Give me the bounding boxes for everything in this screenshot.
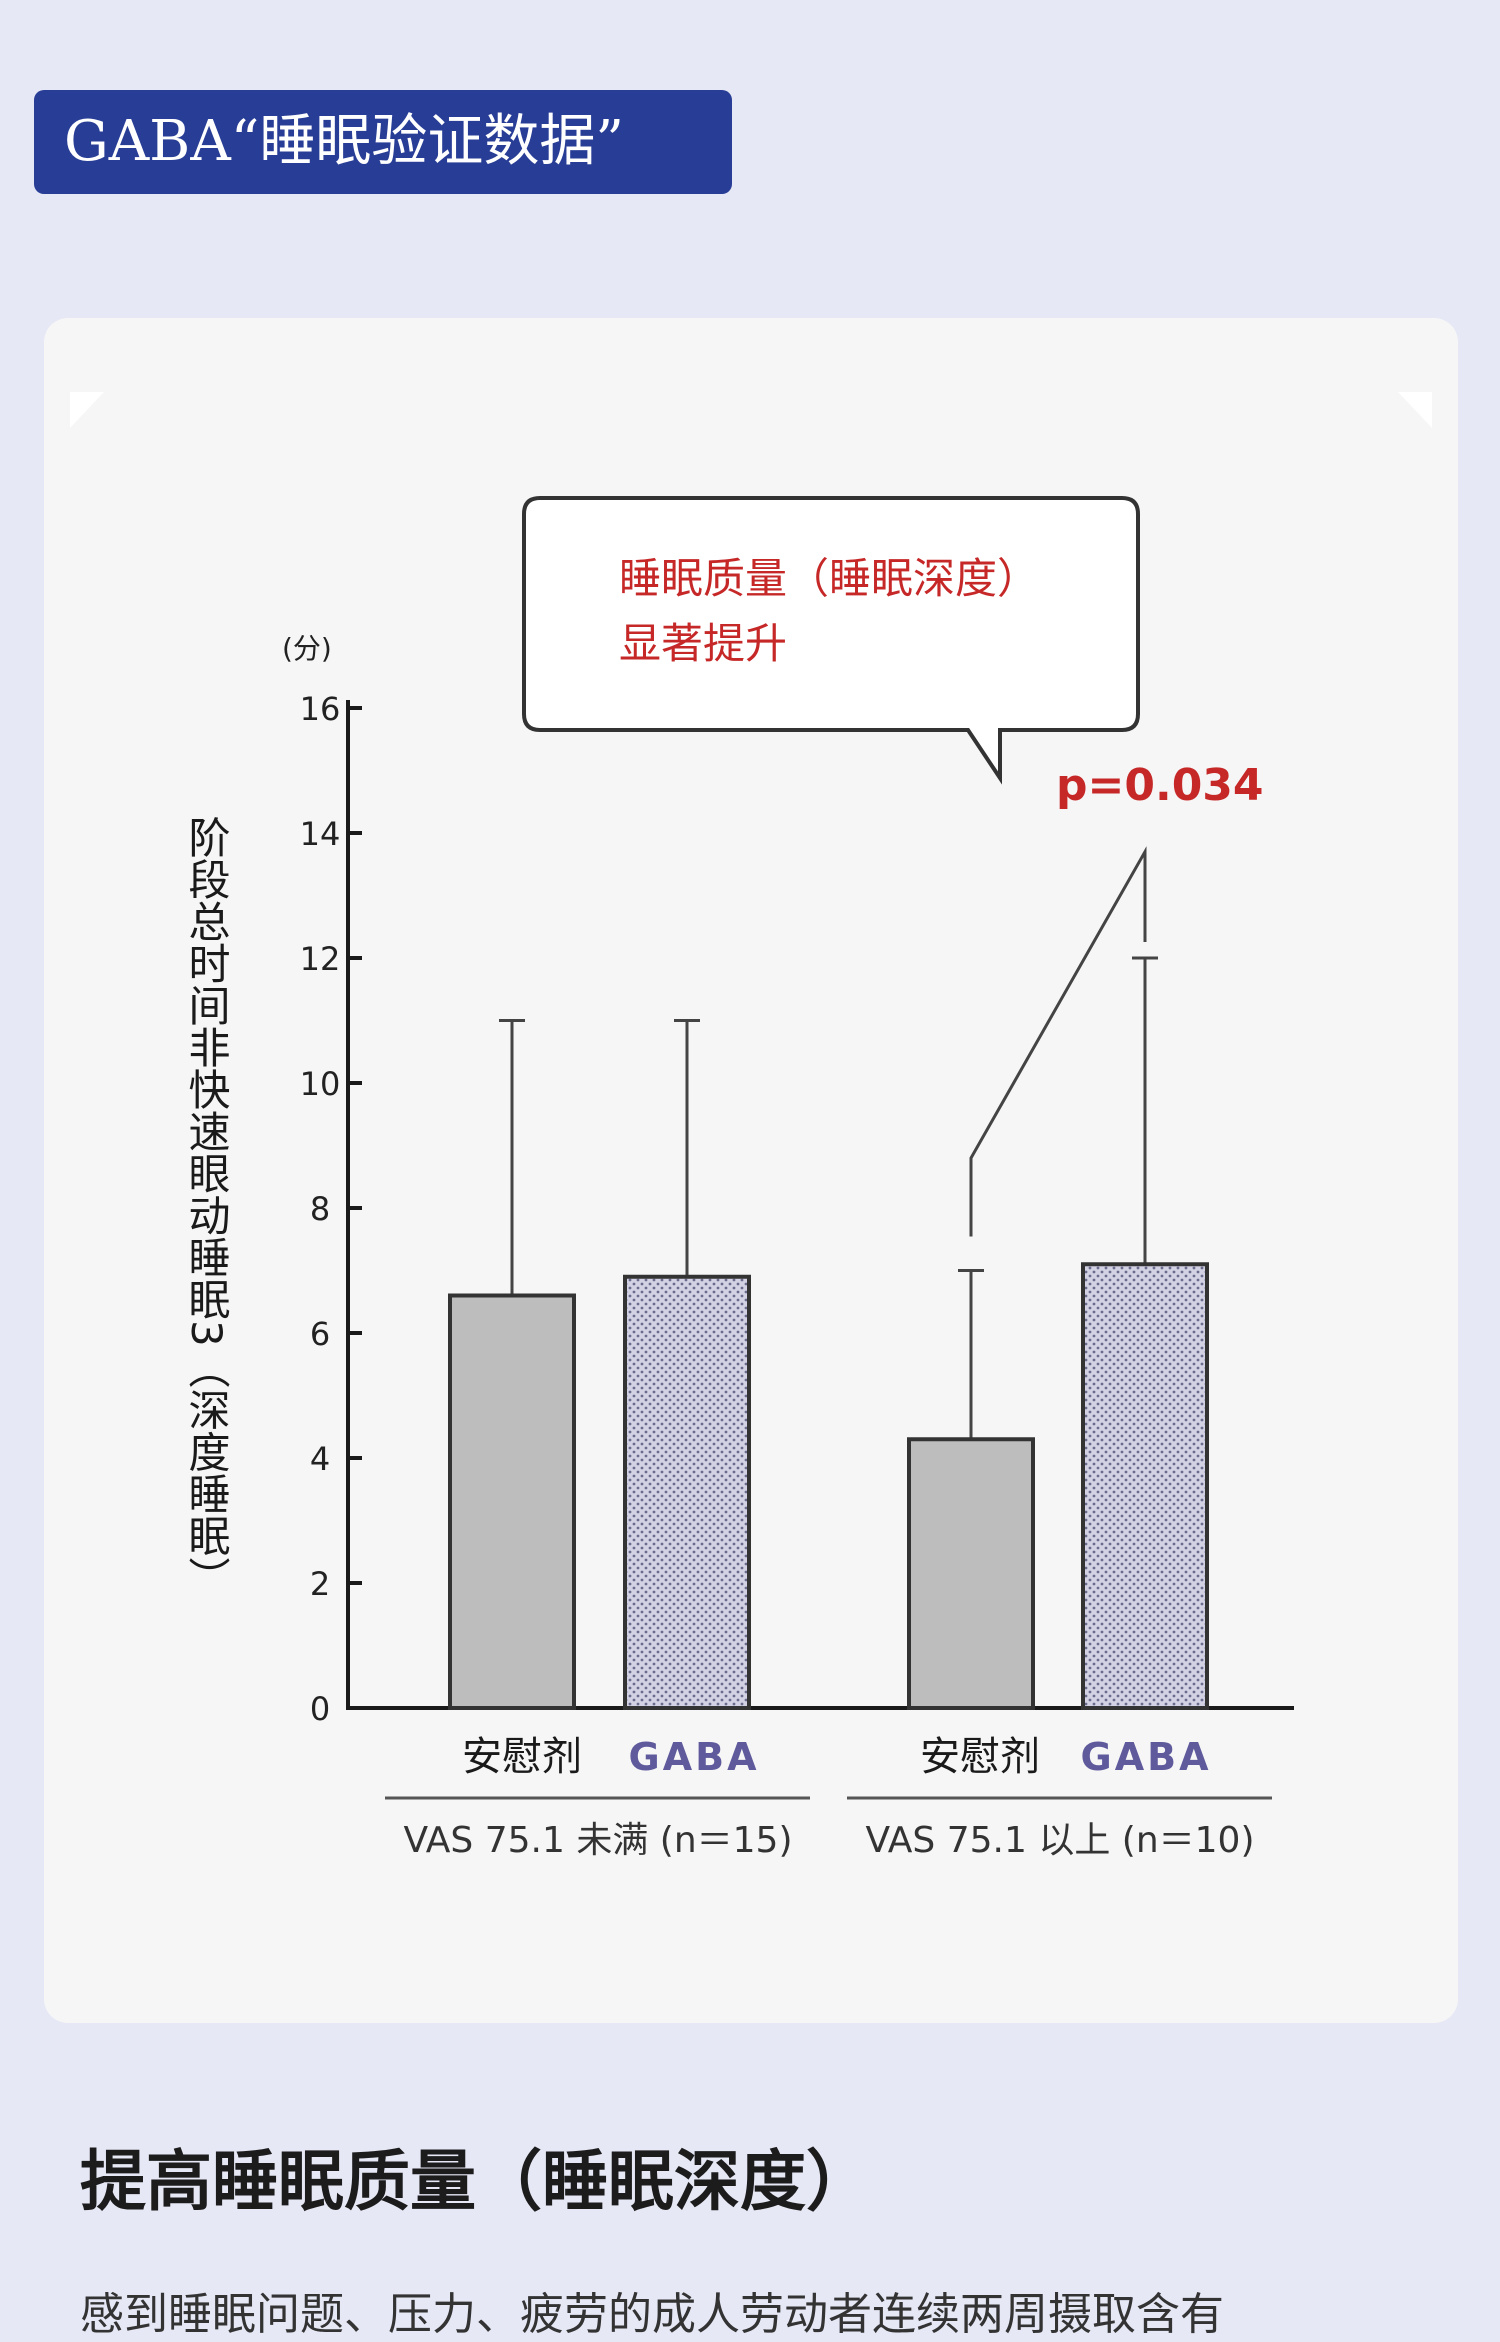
bar-chart: 睡眠质量（睡眠深度） 显著提升 p=0.034 (分) 0 2 4 6 8 10 12 14 1…: [70, 392, 1432, 1861]
frame-corner-top-left: [70, 392, 104, 428]
significance-bracket: [969, 846, 1147, 1237]
section-heading: 提高睡眠质量（睡眠深度）: [80, 2142, 872, 2220]
frame-corner-top-right: [1398, 392, 1432, 428]
group-label-1: VAS 75.1 未满 (n＝15): [403, 1820, 792, 1861]
y-tick-label: 8: [310, 1190, 330, 1228]
y-tick-label: 0: [310, 1690, 330, 1728]
y-tick-label: 6: [310, 1315, 330, 1353]
y-tick-label: 12: [300, 940, 341, 978]
group-label-2: VAS 75.1 以上 (n＝10): [865, 1820, 1254, 1861]
bar-placebo: [907, 1437, 1035, 1710]
y-tick-label: 4: [310, 1440, 330, 1478]
body-text: 感到睡眠问题、压力、疲劳的成人劳动者连续两周摄取含有: [80, 2289, 1224, 2340]
bar-placebo: [448, 1293, 576, 1710]
y-tick-label: 16: [300, 690, 341, 728]
chart-card: 睡眠质量（睡眠深度） 显著提升 p=0.034 (分) 0 2 4 6 8 10 12 14 1…: [44, 318, 1458, 2023]
bar-gaba: [1081, 1262, 1209, 1710]
p-value-label: p=0.034: [1056, 760, 1264, 811]
y-axis-unit: (分): [282, 632, 332, 665]
category-label-placebo-2: 安慰剂: [920, 1734, 1040, 1780]
callout-line2: 显著提升: [619, 619, 787, 668]
callout-bubble: 睡眠质量（睡眠深度） 显著提升: [522, 496, 1140, 785]
y-axis-label: 阶段总时间非快速眼动睡眠3（深度睡眠）: [182, 816, 231, 1599]
y-tick-label: 2: [310, 1565, 330, 1603]
category-label-placebo-1: 安慰剂: [462, 1734, 582, 1780]
y-tick-label: 14: [300, 815, 341, 853]
bar-gaba: [623, 1274, 751, 1710]
title-banner: GABA“睡眠验证数据”: [34, 90, 732, 194]
category-label-gaba-1: GABA: [629, 1735, 760, 1779]
category-label-gaba-2: GABA: [1081, 1735, 1212, 1779]
callout-line1: 睡眠质量（睡眠深度）: [619, 554, 1039, 603]
y-tick-label: 10: [300, 1065, 341, 1103]
